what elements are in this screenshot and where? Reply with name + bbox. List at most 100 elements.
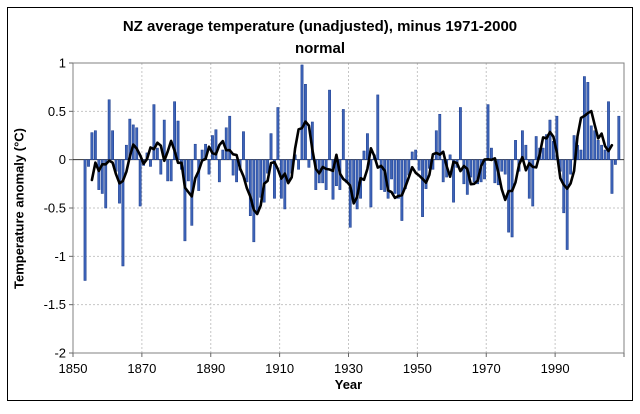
- bar: [545, 134, 548, 160]
- chart-title: NZ average temperature (unadjusted), min…: [0, 16, 640, 60]
- bar: [397, 159, 400, 199]
- x-tick-labels: 1850 1870 1890 1910 1930 1950 1970 1990: [59, 361, 570, 376]
- bar: [514, 140, 517, 160]
- bar: [173, 101, 176, 160]
- x-tick-label: 1850: [59, 361, 88, 376]
- bar: [224, 127, 228, 160]
- bar: [490, 147, 493, 160]
- bar: [610, 159, 614, 194]
- bar: [331, 159, 335, 200]
- bar: [138, 159, 142, 207]
- bar: [245, 159, 249, 183]
- bar: [231, 159, 235, 176]
- bar: [321, 159, 325, 184]
- bar: [90, 132, 94, 160]
- bar: [472, 159, 476, 183]
- bar: [583, 76, 586, 160]
- bar: [613, 159, 617, 165]
- bar: [355, 159, 359, 210]
- bar: [297, 159, 300, 170]
- y-tick-labels: 1 0.5 0 -0.5 -1 -1.5 -2: [44, 56, 66, 361]
- bar: [159, 159, 163, 175]
- bar: [228, 115, 232, 160]
- bar: [345, 159, 349, 184]
- bar: [262, 159, 266, 203]
- x-tick-label: 1870: [127, 361, 156, 376]
- bar: [390, 159, 393, 180]
- bar: [286, 159, 290, 181]
- bar: [421, 159, 424, 217]
- bar: [328, 89, 331, 160]
- bar: [149, 159, 152, 167]
- bar: [107, 99, 111, 160]
- bar: [121, 159, 125, 267]
- bar: [259, 159, 263, 198]
- bar: [307, 159, 311, 168]
- bar: [111, 130, 114, 160]
- bar: [104, 159, 108, 209]
- x-tick-label: 1950: [403, 361, 432, 376]
- bar: [534, 136, 538, 160]
- bar: [569, 159, 573, 175]
- bar: [300, 64, 304, 160]
- y-tick-label: -0.5: [44, 201, 66, 216]
- bar: [200, 149, 204, 160]
- bar: [414, 149, 418, 160]
- bar: [276, 107, 280, 160]
- bar: [417, 159, 421, 171]
- bar: [214, 129, 218, 160]
- bar: [87, 159, 90, 167]
- x-tick-label: 1990: [541, 361, 570, 376]
- bar: [221, 149, 225, 160]
- y-tick-label: -2: [54, 346, 66, 361]
- bar: [600, 144, 604, 160]
- bar: [324, 159, 328, 190]
- bar: [269, 133, 273, 160]
- bar: [410, 151, 414, 160]
- bar: [93, 130, 97, 160]
- bar: [603, 149, 607, 160]
- y-tick-label: 1: [59, 56, 66, 71]
- bar: [589, 125, 593, 160]
- chart-title-line-1: NZ average temperature (unadjusted), min…: [122, 18, 518, 35]
- bar: [448, 154, 452, 160]
- bar: [97, 159, 101, 190]
- bar: [393, 159, 397, 194]
- bar: [459, 107, 462, 160]
- bar: [366, 133, 369, 160]
- bar: [362, 150, 366, 160]
- x-tick-label: 1970: [472, 361, 501, 376]
- y-tick-label: 0: [59, 152, 66, 167]
- bar: [248, 159, 252, 216]
- bar: [266, 159, 269, 174]
- bars: [83, 64, 621, 281]
- y-tick-label: -1.5: [44, 297, 66, 312]
- bar: [242, 131, 245, 160]
- y-tick-label: -1: [54, 249, 66, 264]
- bar: [607, 101, 610, 160]
- chart-title-line-2: normal: [294, 40, 345, 57]
- bar: [586, 82, 590, 160]
- bar: [252, 159, 256, 243]
- bar: [176, 120, 180, 160]
- bar: [273, 159, 276, 199]
- bar: [469, 159, 473, 178]
- chart-frame-border: [7, 7, 633, 401]
- bar: [510, 159, 514, 238]
- axis-ticks: [69, 62, 625, 357]
- bar: [341, 109, 345, 160]
- bar: [369, 159, 373, 208]
- x-axis-title: Year: [334, 377, 363, 392]
- bar: [314, 159, 318, 190]
- bar: [617, 115, 621, 160]
- bar: [124, 144, 128, 160]
- bar: [217, 159, 221, 183]
- bar: [83, 159, 87, 281]
- bar: [211, 135, 214, 160]
- bar: [183, 159, 187, 242]
- bar: [434, 130, 438, 160]
- bar: [169, 159, 173, 182]
- bar: [486, 104, 490, 160]
- bar: [593, 130, 597, 160]
